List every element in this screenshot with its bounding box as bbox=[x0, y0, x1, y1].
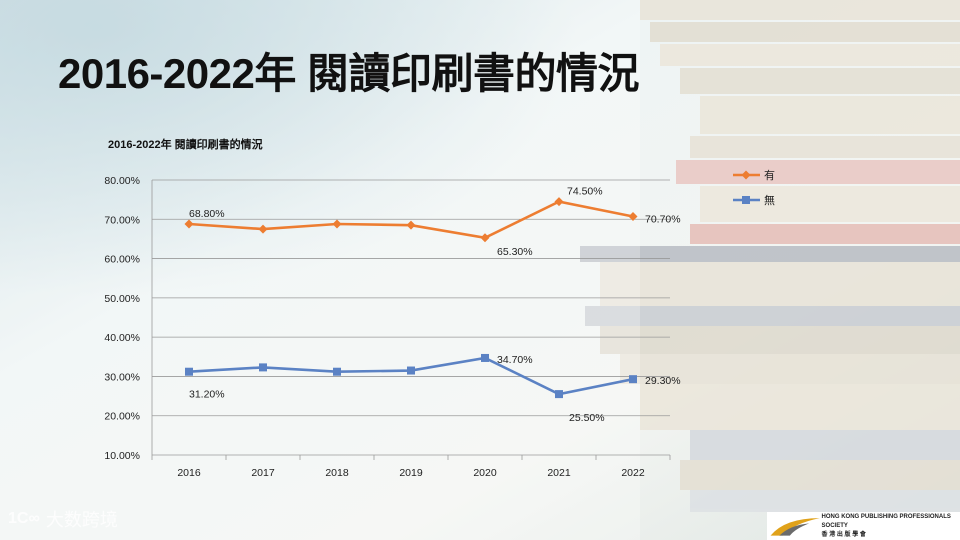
data-point-no bbox=[481, 353, 489, 362]
data-point-no bbox=[629, 375, 637, 384]
data-point-yes bbox=[406, 220, 416, 230]
data-point-yes bbox=[258, 224, 268, 234]
x-tick-label: 2017 bbox=[251, 467, 275, 479]
data-label: 65.30% bbox=[497, 246, 533, 258]
data-label: 68.80% bbox=[189, 208, 225, 220]
data-point-no bbox=[259, 363, 267, 372]
x-tick-label: 2021 bbox=[547, 467, 571, 479]
y-tick-label: 40.00% bbox=[104, 332, 140, 344]
watermark-text: 大数跨境 bbox=[45, 510, 118, 530]
x-tick-label: 2020 bbox=[473, 467, 497, 479]
data-point-no bbox=[185, 367, 193, 376]
watermark-logo-mark: 1C∞ bbox=[8, 510, 40, 527]
data-label: 25.50% bbox=[569, 412, 605, 424]
y-tick-label: 20.00% bbox=[104, 411, 140, 423]
data-point-no bbox=[407, 366, 415, 375]
data-point-yes bbox=[332, 219, 342, 229]
y-tick-label: 50.00% bbox=[104, 293, 140, 305]
books-decoration bbox=[580, 0, 960, 512]
publisher-name-en: HONG KONG PUBLISHING PROFESSIONALS SOCIE… bbox=[821, 513, 951, 529]
x-tick-label: 2019 bbox=[399, 467, 423, 479]
y-tick-label: 60.00% bbox=[104, 254, 140, 266]
data-label: 74.50% bbox=[567, 186, 603, 198]
data-point-no bbox=[555, 390, 563, 399]
publisher-name-zh: 香 港 出 版 學 會 bbox=[821, 531, 866, 538]
y-tick-label: 70.00% bbox=[104, 214, 140, 226]
x-tick-label: 2018 bbox=[325, 467, 349, 479]
watermark: 1C∞ 大数跨境 bbox=[8, 506, 118, 532]
data-label: 29.30% bbox=[645, 375, 681, 387]
data-point-yes bbox=[554, 197, 564, 207]
x-tick-label: 2022 bbox=[621, 467, 645, 479]
y-tick-label: 80.00% bbox=[104, 175, 140, 187]
legend-label: 無 bbox=[764, 193, 775, 207]
y-tick-label: 30.00% bbox=[104, 371, 140, 383]
data-point-no bbox=[333, 367, 341, 376]
data-point-yes bbox=[184, 219, 194, 229]
y-tick-label: 10.00% bbox=[104, 450, 140, 462]
x-tick-label: 2016 bbox=[177, 467, 201, 479]
chart-title: 2016-2022年 閱讀印刷書的情況 bbox=[108, 137, 263, 151]
legend-label: 有 bbox=[764, 168, 775, 182]
slide-title: 2016-2022年 閱讀印刷書的情況 bbox=[58, 50, 640, 97]
publisher-emblem-icon bbox=[770, 518, 820, 536]
data-label: 31.20% bbox=[189, 389, 225, 401]
legend-marker-yes bbox=[741, 170, 751, 180]
data-point-yes bbox=[628, 212, 638, 222]
publisher-logo: HONG KONG PUBLISHING PROFESSIONALS SOCIE… bbox=[767, 512, 960, 540]
data-point-yes bbox=[480, 233, 490, 243]
data-label: 34.70% bbox=[497, 354, 533, 366]
legend-marker-no bbox=[742, 196, 750, 204]
data-label: 70.70% bbox=[645, 214, 681, 226]
